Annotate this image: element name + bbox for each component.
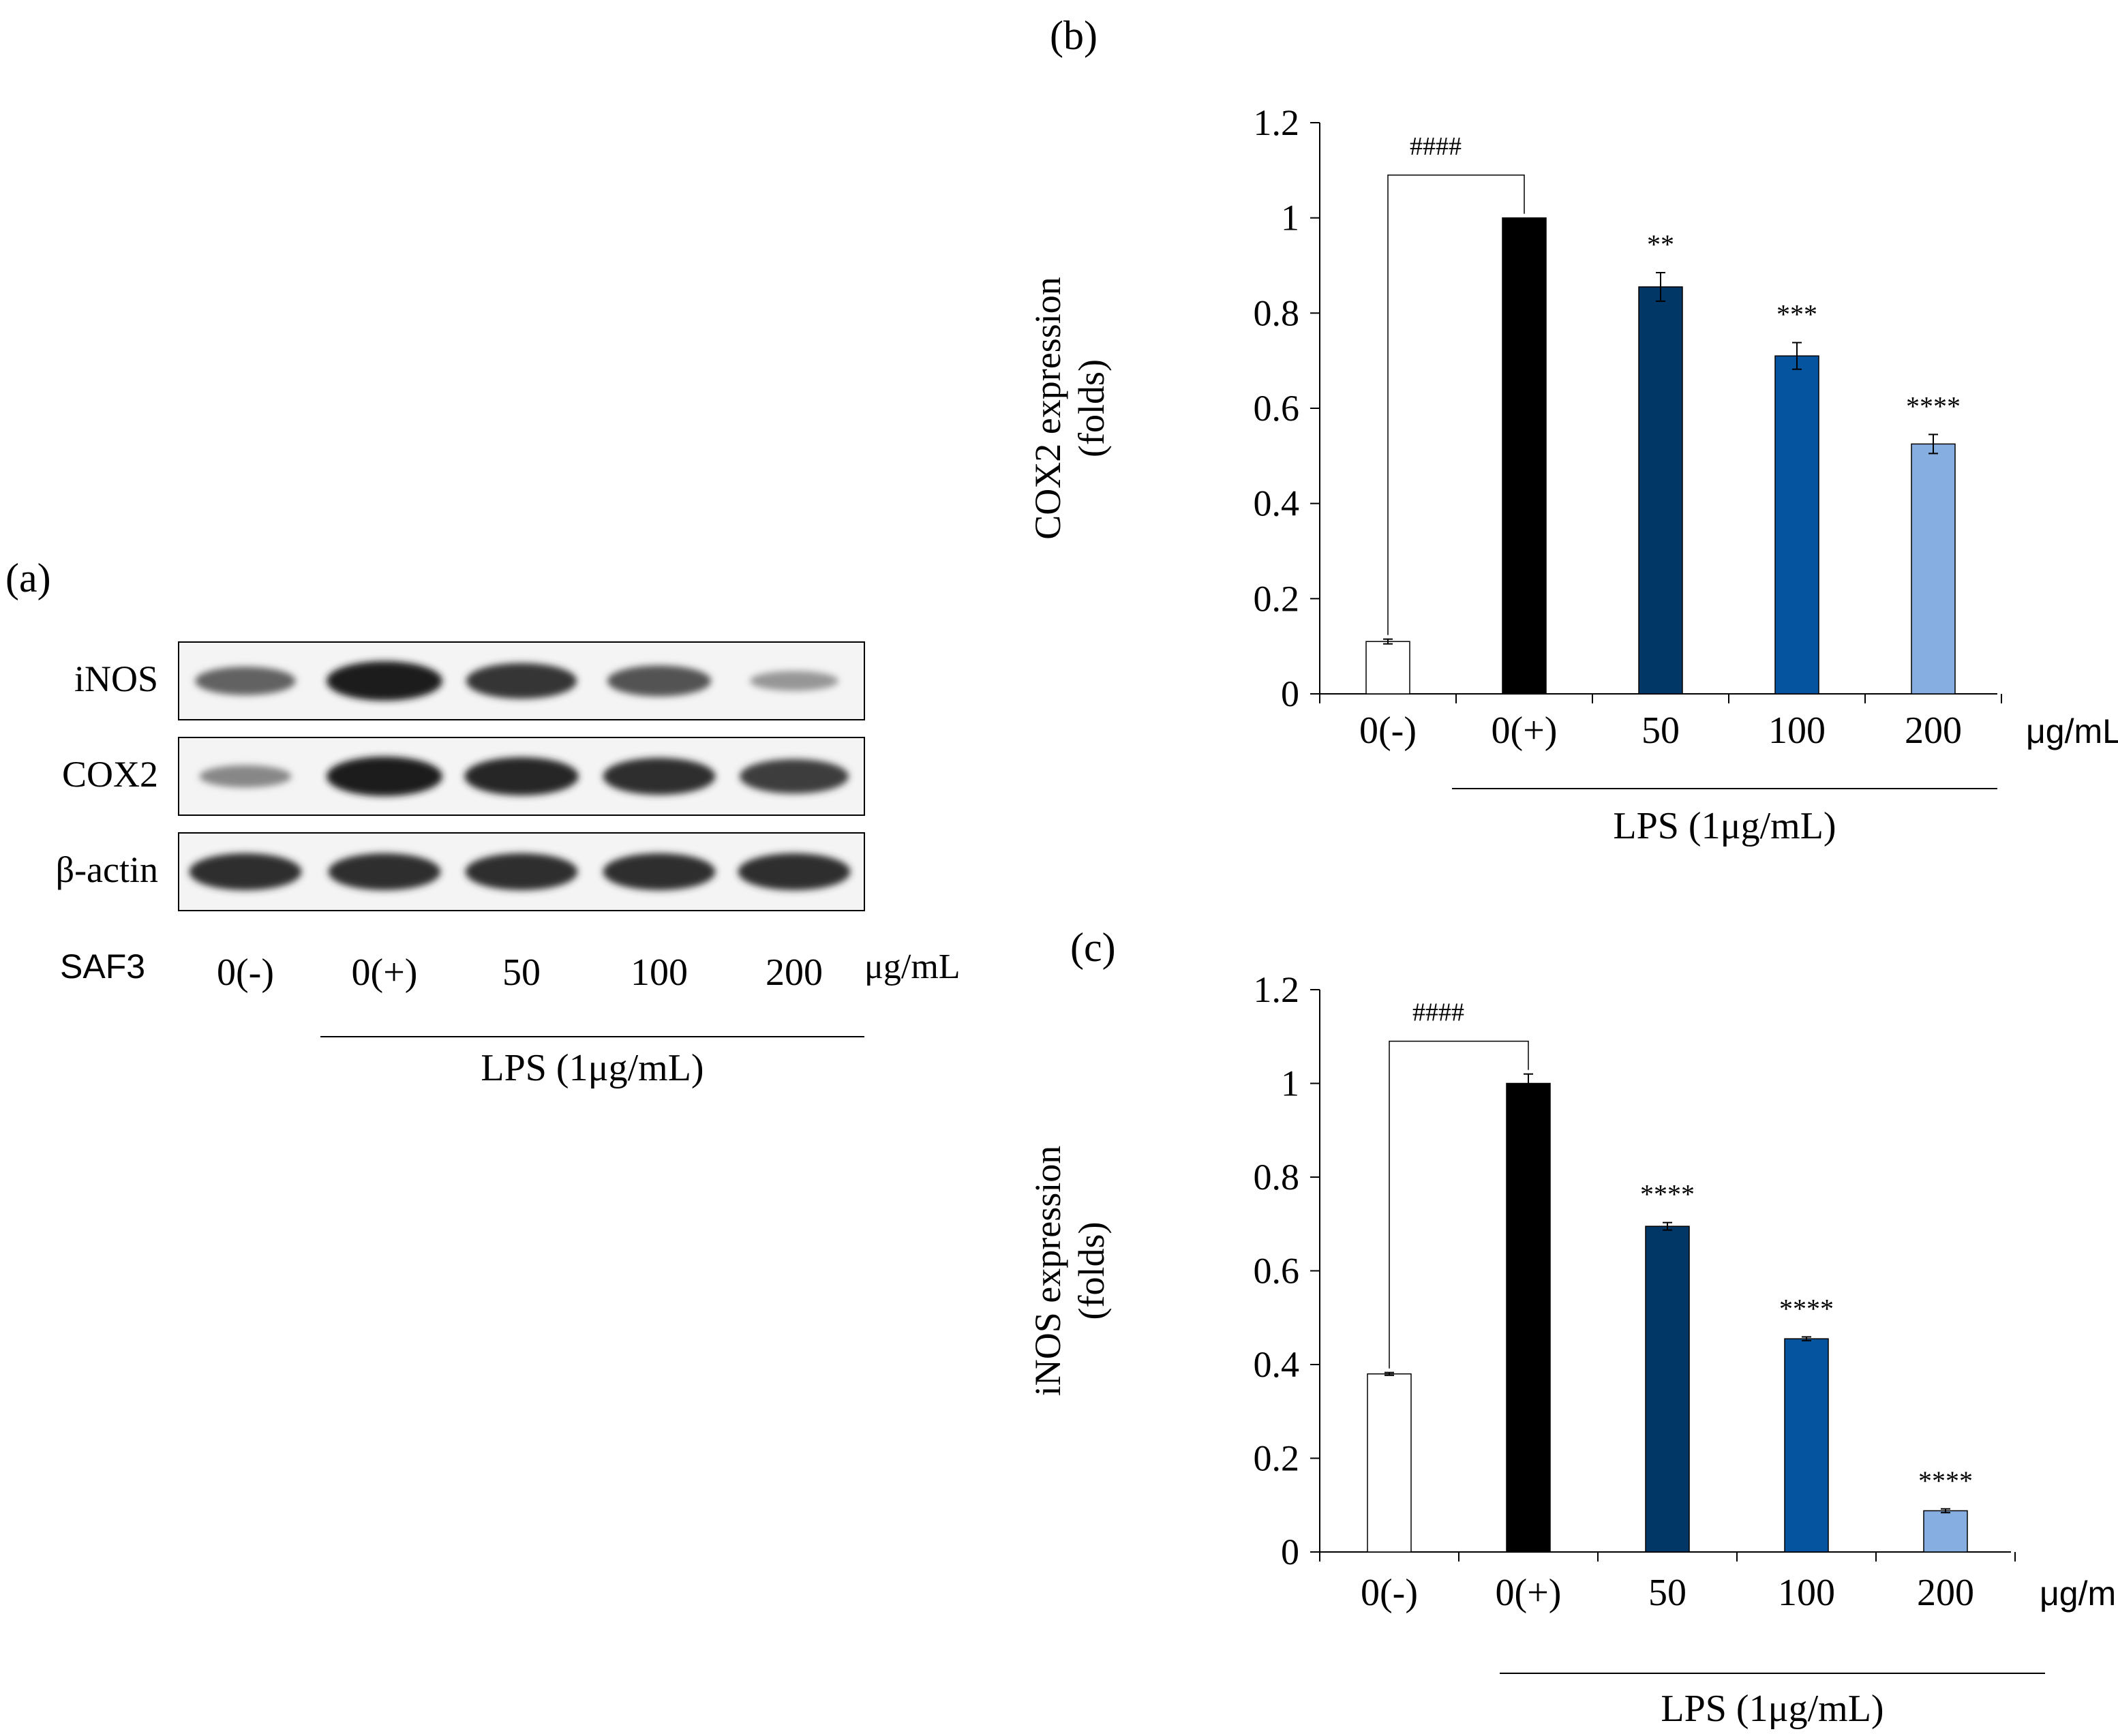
bracket-label: ####	[1410, 132, 1462, 161]
significance-marker: ****	[1779, 1293, 1834, 1324]
bar	[1506, 1082, 1551, 1553]
y-tick-label: 0	[1281, 673, 1299, 714]
blot-band	[738, 853, 851, 891]
x-tick-label: 100	[1768, 710, 1826, 752]
y-tick-label: 0.4	[1254, 483, 1300, 524]
y-axis-label-line2: (folds)	[1071, 1222, 1112, 1320]
x-tick-label: 0(-)	[1359, 710, 1417, 752]
panel-label: (c)	[1070, 925, 1116, 970]
significance-marker: ***	[1776, 299, 1817, 330]
bar	[1774, 355, 1819, 695]
blot-band	[607, 665, 712, 697]
y-axis-label: COX2 expression (folds)	[1027, 277, 1112, 539]
blot-band	[195, 667, 296, 695]
y-axis-label-line1: COX2 expression	[1027, 277, 1068, 539]
y-tick-label: 1	[1281, 1063, 1299, 1104]
blot-row-label: β-actin	[56, 849, 158, 890]
blot-band	[750, 671, 838, 691]
blot-lane-label: 100	[631, 951, 688, 994]
blot-lane-label: 0(+)	[352, 951, 418, 994]
bar	[1923, 1510, 1968, 1553]
bracket-label: ####	[1412, 999, 1464, 1027]
significance-marker: ****	[1918, 1465, 1973, 1496]
y-axis-label: iNOS expression (folds)	[1027, 1146, 1112, 1396]
bar	[1638, 286, 1683, 695]
y-axis-label-line1: iNOS expression	[1027, 1146, 1068, 1396]
x-tick-label: 100	[1778, 1572, 1835, 1614]
significance-bracket	[1389, 1040, 1529, 1369]
blot-lane-label: 200	[766, 951, 823, 994]
panel-label: (b)	[1050, 13, 1098, 58]
x-tick-label: 0(+)	[1492, 710, 1558, 752]
blot-unit: μg/mL	[864, 947, 960, 986]
western-blot-panel: (a) iNOS COX2 β-actin SAF3 0(-) 0(+) 50 100 20…	[5, 555, 960, 1089]
blot-lane-label: 50	[502, 951, 541, 994]
blot-band	[465, 853, 578, 891]
y-tick-label: 0.2	[1254, 1438, 1300, 1479]
y-tick-label: 0	[1281, 1532, 1299, 1572]
blot-row: β-actin	[56, 832, 865, 911]
x-unit-label: μg/mL	[2040, 1574, 2118, 1613]
significance-marker: ****	[1906, 391, 1961, 421]
x-tick-label: 50	[1648, 1572, 1686, 1614]
lps-label: LPS (1μg/mL)	[1661, 1688, 1883, 1730]
bar	[1645, 1225, 1690, 1553]
blot-band	[603, 853, 716, 891]
y-tick-label: 0.2	[1254, 578, 1300, 619]
bar	[1367, 1373, 1412, 1553]
x-tick-label: 50	[1642, 710, 1680, 752]
y-tick-label: 1.2	[1254, 969, 1300, 1010]
blot-lane-label: 0(-)	[217, 951, 274, 994]
x-tick-label: 200	[1917, 1572, 1974, 1614]
y-tick-label: 0.4	[1254, 1344, 1300, 1385]
bar	[1502, 217, 1547, 695]
bar	[1911, 443, 1956, 695]
blot-row: iNOS	[74, 641, 865, 720]
blot-band	[328, 853, 441, 891]
blot-band	[327, 661, 442, 701]
bar	[1365, 641, 1410, 695]
blot-band	[327, 757, 442, 796]
y-tick-label: 0.6	[1254, 1251, 1300, 1292]
blot-rows: iNOS COX2 β-actin	[56, 641, 865, 911]
lps-label: LPS (1μg/mL)	[1613, 805, 1836, 847]
blot-row-label: COX2	[62, 754, 158, 795]
x-tick-label: 0(-)	[1361, 1572, 1418, 1614]
panel-a-label: (a)	[5, 555, 51, 600]
significance-bracket	[1387, 174, 1525, 635]
x-tick-label: 200	[1905, 710, 1962, 752]
y-tick-label: 1	[1281, 198, 1299, 239]
blot-band	[199, 765, 292, 788]
blot-band	[464, 757, 579, 796]
significance-marker: ****	[1640, 1179, 1695, 1210]
significance-marker: **	[1647, 229, 1674, 260]
blot-band	[189, 853, 302, 891]
y-tick-label: 0.8	[1254, 1157, 1300, 1198]
blot-band	[603, 757, 716, 795]
blot-lane-labels: 0(-) 0(+) 50 100 200	[217, 951, 823, 994]
blot-row-label: iNOS	[74, 658, 158, 699]
y-tick-label: 0.8	[1254, 292, 1300, 333]
blot-band	[740, 759, 849, 794]
inos-chart: (c) iNOS expression (folds) 0 0.2 0.4 0.6 0.8 1 1…	[1027, 925, 2118, 1730]
blot-lps-label: LPS (1μg/mL)	[481, 1047, 704, 1089]
bar	[1784, 1338, 1829, 1553]
y-tick-label: 0.6	[1254, 388, 1300, 429]
x-tick-label: 0(+)	[1496, 1572, 1562, 1614]
blot-band	[466, 663, 577, 699]
x-unit-label: μg/mL	[2026, 712, 2118, 750]
y-axis-label-line2: (folds)	[1071, 359, 1112, 457]
cox2-chart: (b) COX2 expression (folds) 0 0.2 0.4 0.6 0.8 1 1…	[1027, 13, 2118, 847]
treatment-label: SAF3	[60, 947, 145, 986]
blot-row: COX2	[62, 737, 865, 816]
y-tick-label: 1.2	[1254, 102, 1300, 143]
